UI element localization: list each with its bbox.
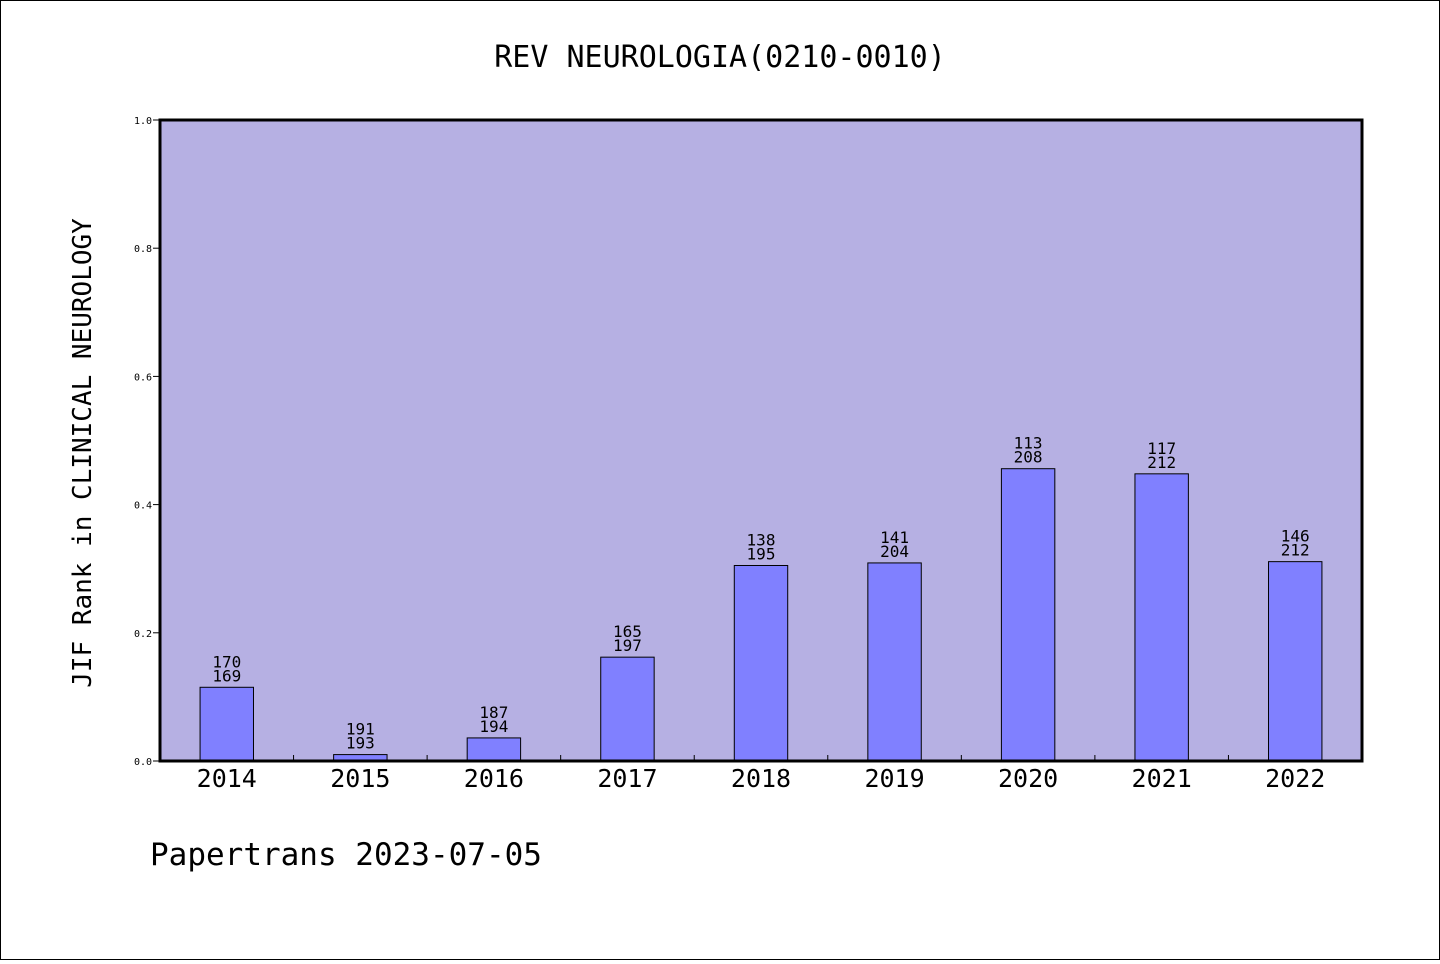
bar-rank-label-2018: 138 [747, 530, 776, 549]
bar-total-label-2020: 208 [1014, 448, 1043, 467]
x-tick-label-2021: 2021 [1132, 764, 1192, 793]
plot-border [158, 118, 1364, 763]
bar-2019 [867, 562, 922, 762]
bar-2016 [466, 737, 522, 762]
bar-rank-label-2022: 146 [1281, 527, 1310, 546]
bar-2014 [199, 686, 254, 762]
bars-group: 1701691911931871941651971381951412041132… [199, 434, 1323, 762]
bar-rank-label-2019: 141 [880, 528, 909, 547]
y-tick-label-0.2: 0.2 [134, 629, 152, 640]
bar-total-label-2019: 204 [880, 542, 909, 561]
x-tick-label-2016: 2016 [464, 764, 524, 793]
chart-title: REV NEUROLOGIA(0210-0010) [494, 40, 946, 75]
bar-total-label-2021: 212 [1147, 453, 1176, 472]
bar-total-label-2022: 212 [1281, 541, 1310, 560]
bar-2017 [600, 656, 655, 762]
y-tick-label-0.8: 0.8 [134, 244, 152, 255]
bar-2020 [1000, 468, 1056, 762]
footer-text: Papertrans 2023-07-05 [150, 837, 542, 873]
x-tick-label-2015: 2015 [330, 764, 390, 793]
bar-2018 [733, 564, 789, 762]
x-tick-label-2022: 2022 [1265, 764, 1325, 793]
bar-total-label-2017: 197 [613, 636, 642, 655]
bar-rank-label-2020: 113 [1014, 434, 1043, 453]
bar-2022 [1268, 561, 1323, 762]
bar-total-label-2014: 169 [212, 666, 241, 685]
bar-rank-label-2015: 191 [346, 720, 375, 739]
y-tick-label-0.0: 0.0 [134, 757, 152, 768]
x-tick-label-2017: 2017 [597, 764, 657, 793]
y-axis: 0.0 0.2 0.4 0.6 0.8 1.0 [134, 116, 160, 768]
x-axis: 2014 2015 2016 2017 2018 2019 2020 2021 2022 [197, 755, 1325, 793]
bar-rank-label-2017: 165 [613, 622, 642, 641]
y-tick-label-0.4: 0.4 [134, 501, 152, 512]
bar-total-label-2015: 193 [346, 734, 375, 753]
y-tick-label-0.6: 0.6 [134, 372, 152, 383]
x-tick-label-2014: 2014 [197, 764, 257, 793]
bar-rank-label-2021: 117 [1147, 439, 1176, 458]
x-tick-label-2019: 2019 [864, 764, 924, 793]
bar-rank-label-2016: 187 [479, 703, 508, 722]
x-tick-label-2018: 2018 [731, 764, 791, 793]
x-tick-label-2020: 2020 [998, 764, 1058, 793]
y-tick-label-1.0: 1.0 [134, 116, 152, 127]
bar-total-label-2016: 194 [479, 717, 508, 736]
y-axis-label: JIF Rank in CLINICAL NEUROLOGY [68, 218, 98, 688]
bar-2021 [1134, 473, 1189, 762]
bar-total-label-2018: 195 [747, 544, 776, 563]
bar-rank-label-2014: 170 [212, 652, 241, 671]
